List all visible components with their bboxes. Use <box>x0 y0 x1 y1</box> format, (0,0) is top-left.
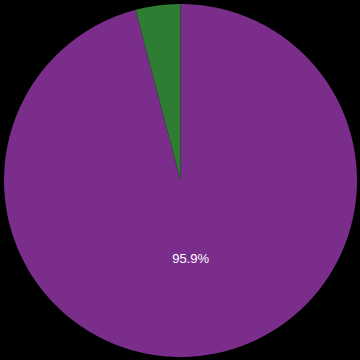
svg-text:95.9%: 95.9% <box>172 251 209 266</box>
